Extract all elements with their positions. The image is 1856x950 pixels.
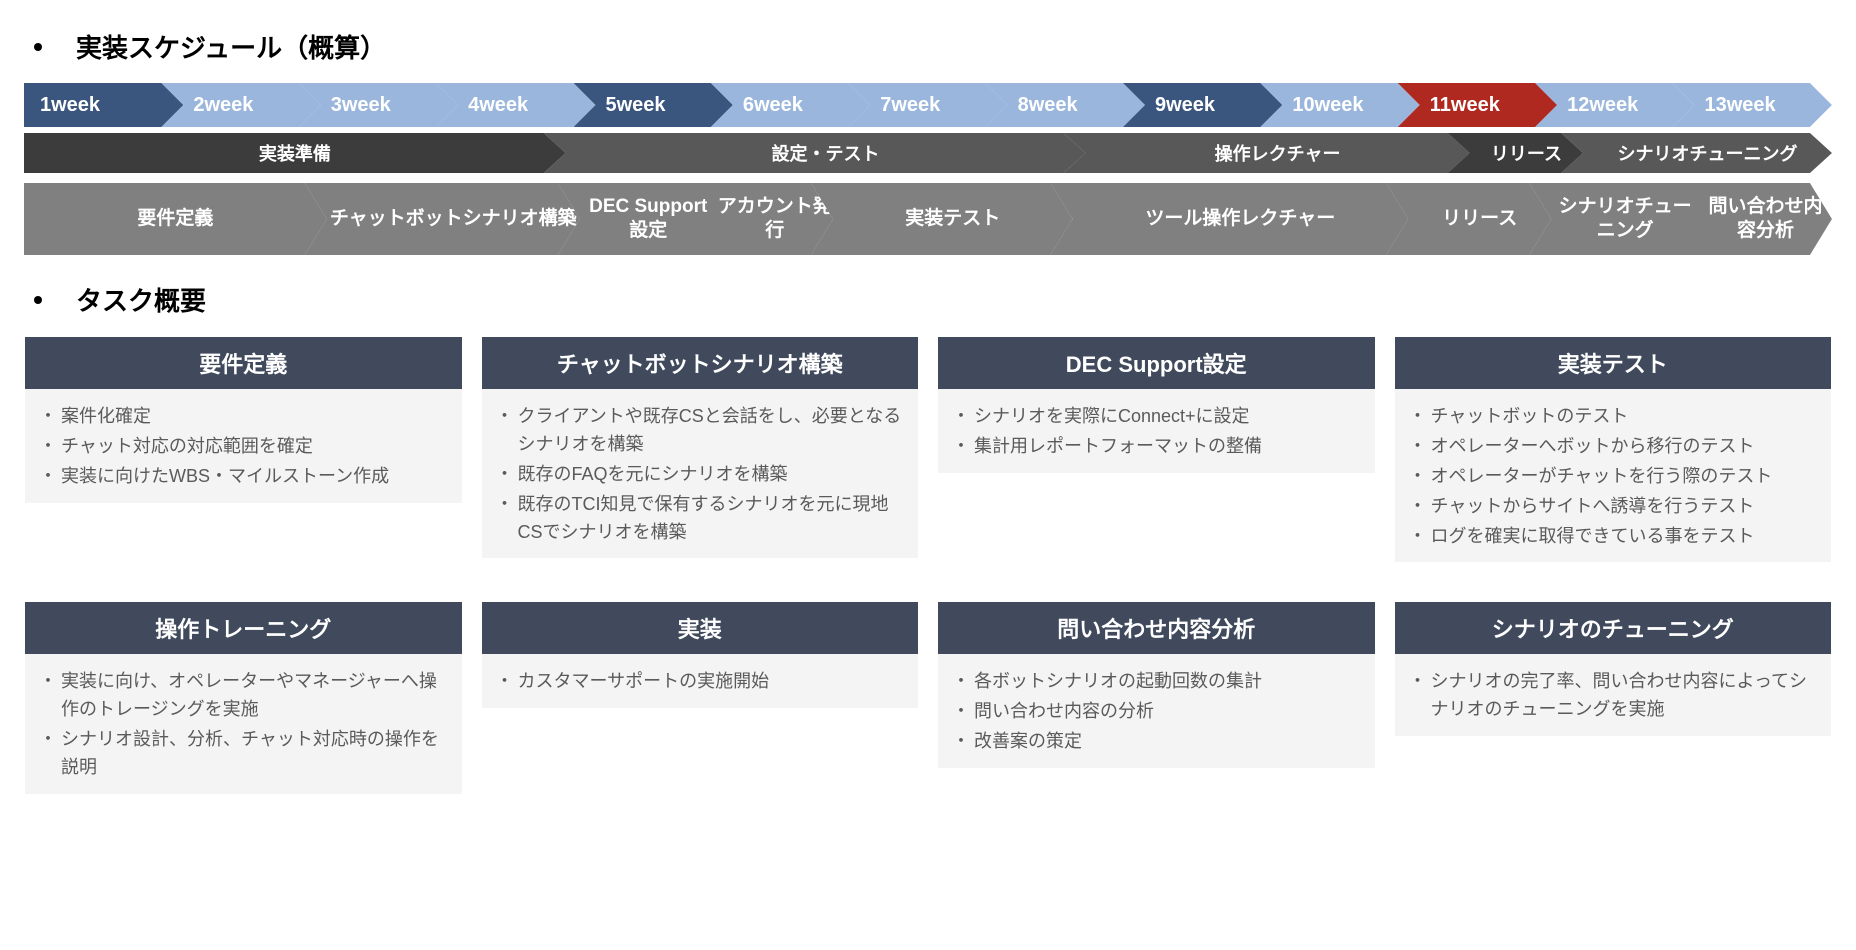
chevron-item: 2week bbox=[161, 83, 320, 127]
chevron-item: 7week bbox=[848, 83, 1007, 127]
card-item: チャットボットのテスト bbox=[1409, 403, 1822, 431]
chevron-item: 12week bbox=[1535, 83, 1694, 127]
card-body: 各ボットシナリオの起動回数の集計問い合わせ内容の分析改善案の策定 bbox=[938, 654, 1375, 768]
cards-row-2: 操作トレーニング実装に向け、オペレーターやマネージャーへ操作のトレージングを実施… bbox=[24, 601, 1832, 795]
card-item: 問い合わせ内容の分析 bbox=[952, 698, 1365, 726]
bullet-icon bbox=[34, 43, 42, 51]
card-item: 改善案の策定 bbox=[952, 728, 1365, 756]
schedule-title-text: 実装スケジュール（概算） bbox=[76, 28, 386, 65]
weeks-row: 1week2week3week4week5week6week7week8week… bbox=[24, 83, 1832, 127]
task-card: チャットボットシナリオ構築クライアントや既存CSと会話をし、必要となるシナリオを… bbox=[481, 336, 920, 563]
card-item: 実装に向けたWBS・マイルストーン作成 bbox=[39, 463, 452, 491]
chevron-item: 1week bbox=[24, 83, 183, 127]
task-card: 要件定義案件化確定チャット対応の対応範囲を確定実装に向けたWBS・マイルストーン… bbox=[24, 336, 463, 563]
task-card: 問い合わせ内容分析各ボットシナリオの起動回数の集計問い合わせ内容の分析改善案の策… bbox=[937, 601, 1376, 795]
card-item: 各ボットシナリオの起動回数の集計 bbox=[952, 668, 1365, 696]
card-item: 実装に向け、オペレーターやマネージャーへ操作のトレージングを実施 bbox=[39, 668, 452, 724]
card-body: 実装に向け、オペレーターやマネージャーへ操作のトレージングを実施シナリオ設計、分… bbox=[25, 654, 462, 794]
card-header: 実装テスト bbox=[1395, 337, 1832, 389]
card-header: チャットボットシナリオ構築 bbox=[482, 337, 919, 389]
card-body: シナリオの完了率、問い合わせ内容によってシナリオのチューニングを実施 bbox=[1395, 654, 1832, 736]
card-item: ログを確実に取得できている事をテスト bbox=[1409, 523, 1822, 551]
card-item: シナリオの完了率、問い合わせ内容によってシナリオのチューニングを実施 bbox=[1409, 668, 1822, 724]
card-item: シナリオを実際にConnect+に設定 bbox=[952, 403, 1365, 431]
card-item: 既存のFAQを元にシナリオを構築 bbox=[496, 461, 909, 489]
card-header: DEC Support設定 bbox=[938, 337, 1375, 389]
card-item: 案件化確定 bbox=[39, 403, 452, 431]
chevron-item: 3week bbox=[299, 83, 458, 127]
task-title-text: タスク概要 bbox=[76, 281, 206, 318]
card-header: シナリオのチューニング bbox=[1395, 602, 1832, 654]
task-title: タスク概要 bbox=[24, 281, 1832, 318]
card-item: オペレーターがチャットを行う際のテスト bbox=[1409, 463, 1822, 491]
chevron-item: 実装準備 bbox=[24, 133, 566, 173]
card-header: 要件定義 bbox=[25, 337, 462, 389]
task-card: 操作トレーニング実装に向け、オペレーターやマネージャーへ操作のトレージングを実施… bbox=[24, 601, 463, 795]
chevron-item: 4week bbox=[436, 83, 595, 127]
card-body: カスタマーサポートの実施開始 bbox=[482, 654, 919, 708]
phases-row: 実装準備設定・テスト操作レクチャーリリースシナリオチューニング bbox=[24, 133, 1832, 173]
card-item: カスタマーサポートの実施開始 bbox=[496, 668, 909, 696]
cards-row-1: 要件定義案件化確定チャット対応の対応範囲を確定実装に向けたWBS・マイルストーン… bbox=[24, 336, 1832, 563]
chevron-item: シナリオチューニング bbox=[1561, 133, 1832, 173]
timeline-tasks-row: 要件定義チャットボットシナリオ構築DEC Support設定アカウント発行実装テ… bbox=[24, 183, 1832, 255]
chevron-item: 6week bbox=[711, 83, 870, 127]
chevron-item: DEC Support設定アカウント発行 bbox=[558, 183, 833, 255]
task-card: 実装カスタマーサポートの実施開始 bbox=[481, 601, 920, 795]
task-card: シナリオのチューニングシナリオの完了率、問い合わせ内容によってシナリオのチューニ… bbox=[1394, 601, 1833, 795]
chevron-item: 10week bbox=[1260, 83, 1419, 127]
chevron-item: 要件定義 bbox=[24, 183, 327, 255]
task-card: DEC Support設定シナリオを実際にConnect+に設定集計用レポートフ… bbox=[937, 336, 1376, 563]
task-card: 実装テストチャットボットのテストオペレーターへボットから移行のテストオペレーター… bbox=[1394, 336, 1833, 563]
card-item: 既存のTCI知見で保有するシナリオを元に現地CSでシナリオを構築 bbox=[496, 491, 909, 547]
card-body: チャットボットのテストオペレーターへボットから移行のテストオペレーターがチャット… bbox=[1395, 389, 1832, 562]
chevron-item: リリース bbox=[1386, 183, 1551, 255]
chevron-item: シナリオチューニング問い合わせ内容分析 bbox=[1529, 183, 1832, 255]
card-header: 問い合わせ内容分析 bbox=[938, 602, 1375, 654]
card-body: シナリオを実際にConnect+に設定集計用レポートフォーマットの整備 bbox=[938, 389, 1375, 473]
bullet-icon bbox=[34, 296, 42, 304]
card-item: シナリオ設計、分析、チャット対応時の操作を説明 bbox=[39, 726, 452, 782]
card-body: 案件化確定チャット対応の対応範囲を確定実装に向けたWBS・マイルストーン作成 bbox=[25, 389, 462, 503]
chevron-item: 実装テスト bbox=[811, 183, 1072, 255]
chevron-item: 5week bbox=[574, 83, 733, 127]
chevron-item: 9week bbox=[1123, 83, 1282, 127]
card-header: 操作トレーニング bbox=[25, 602, 462, 654]
chevron-item: 操作レクチャー bbox=[1063, 133, 1469, 173]
card-body: クライアントや既存CSと会話をし、必要となるシナリオを構築既存のFAQを元にシナ… bbox=[482, 389, 919, 558]
chevron-item: 設定・テスト bbox=[544, 133, 1086, 173]
card-item: チャットからサイトへ誘導を行うテスト bbox=[1409, 493, 1822, 521]
schedule-title: 実装スケジュール（概算） bbox=[24, 28, 1832, 65]
card-item: チャット対応の対応範囲を確定 bbox=[39, 433, 452, 461]
chevron-item: ツール操作レクチャー bbox=[1050, 183, 1408, 255]
card-header: 実装 bbox=[482, 602, 919, 654]
chevron-item: 11week bbox=[1398, 83, 1557, 127]
card-item: クライアントや既存CSと会話をし、必要となるシナリオを構築 bbox=[496, 403, 909, 459]
chevron-item: 13week bbox=[1673, 83, 1832, 127]
card-item: オペレーターへボットから移行のテスト bbox=[1409, 433, 1822, 461]
chevron-item: チャットボットシナリオ構築 bbox=[305, 183, 580, 255]
card-item: 集計用レポートフォーマットの整備 bbox=[952, 433, 1365, 461]
chevron-item: 8week bbox=[986, 83, 1145, 127]
